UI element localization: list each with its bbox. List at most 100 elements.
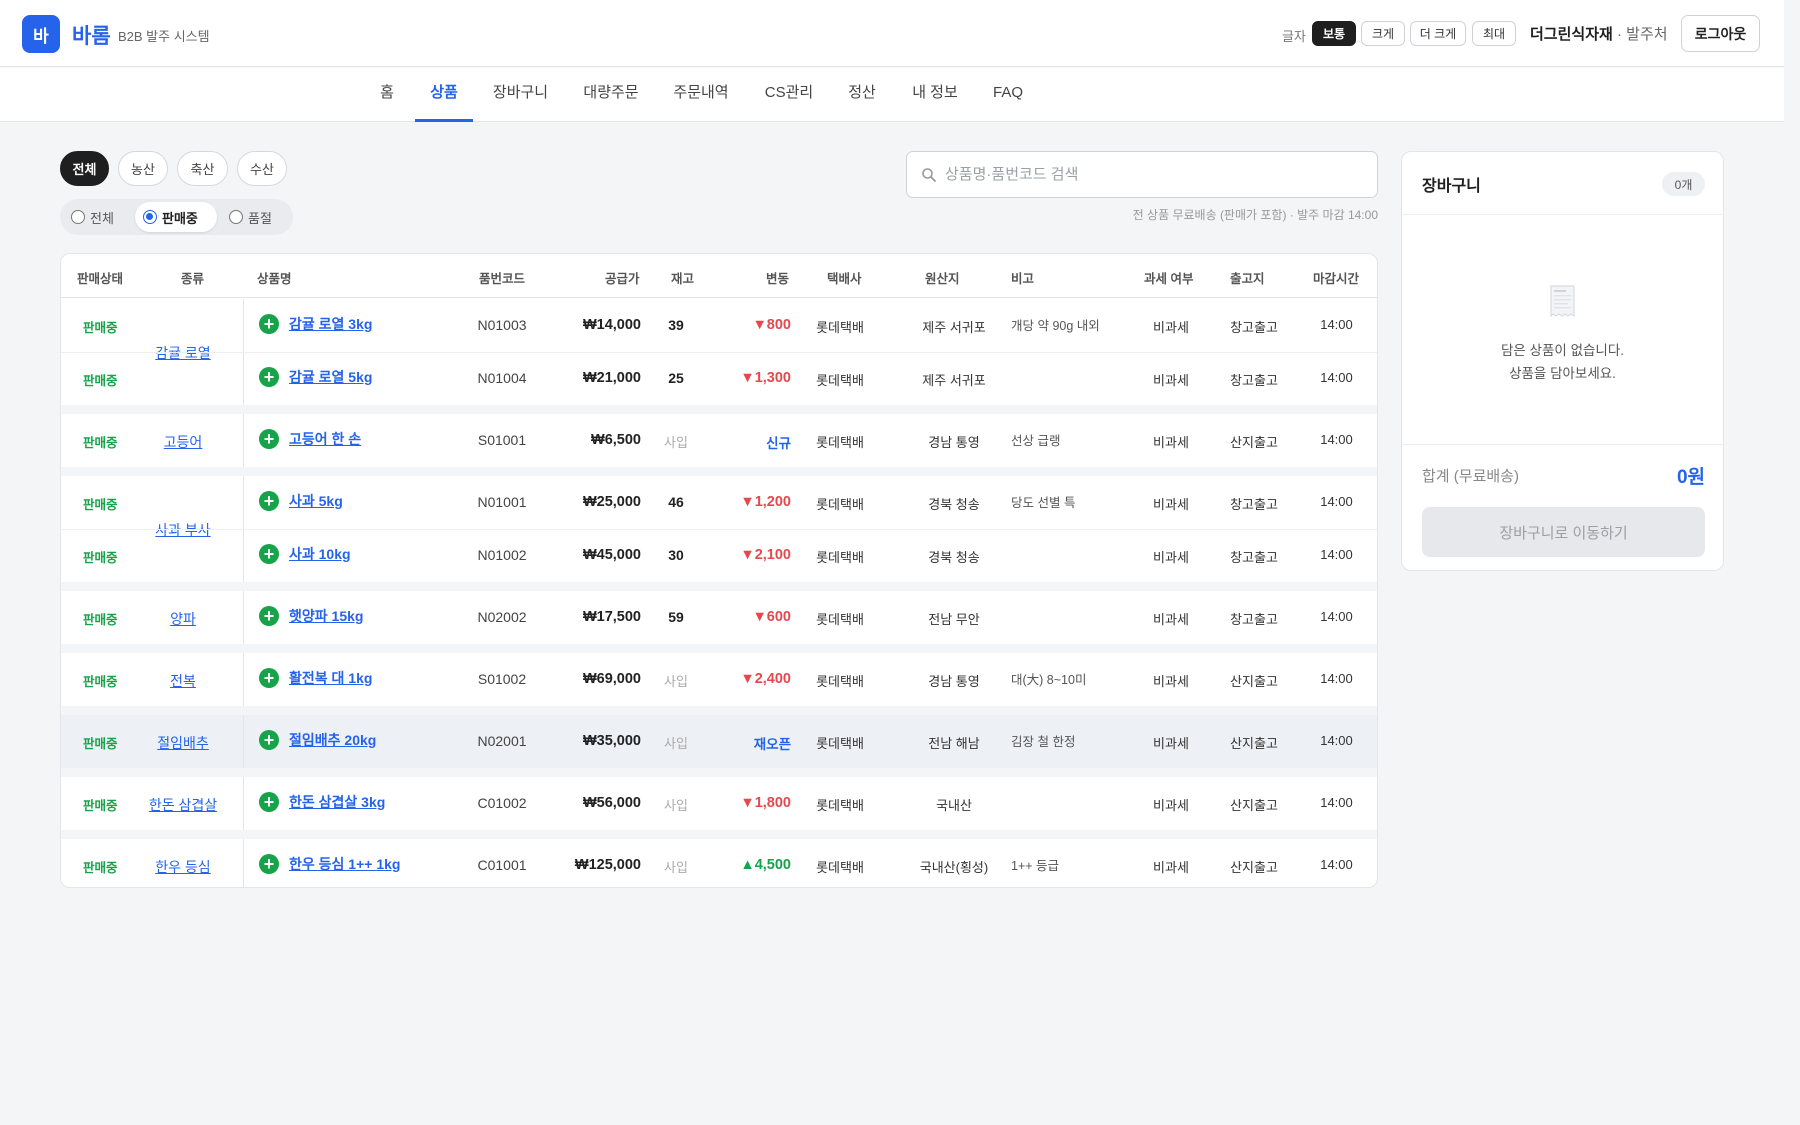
table-row: 판매중 + 감귤 로열 5kg N01004 ₩21,000 25 ▼1,300 롯데택배 제주… [61, 352, 1377, 405]
status-all-radio[interactable]: 전체 [63, 202, 131, 232]
product-name-link[interactable]: 사과 10kg [289, 546, 351, 562]
add-to-cart-icon[interactable]: + [259, 730, 279, 750]
font-size-large-button[interactable]: 크게 [1361, 21, 1405, 46]
status-onsale-radio[interactable]: 판매중 [135, 202, 217, 232]
add-to-cart-icon[interactable]: + [259, 314, 279, 334]
deadline-time: 14:00 [1320, 370, 1353, 385]
nav-order-history[interactable]: 주문내역 [673, 84, 729, 101]
add-to-cart-icon[interactable]: + [259, 668, 279, 688]
stock-value: 25 [668, 370, 684, 386]
status-soldout-radio[interactable]: 품절 [221, 202, 289, 232]
category-all-button[interactable]: 전체 [60, 151, 109, 186]
product-group: 양파 판매중 + 햇양파 15kg N02002 ₩17,500 59 ▼600 롯데택배 전남 … [61, 591, 1377, 644]
logo-icon[interactable]: 바 [22, 15, 60, 53]
category-link[interactable]: 감귤 로열 [155, 345, 211, 361]
ship-from: 창고출고 [1230, 320, 1278, 335]
supply-price: ₩6,500 [591, 432, 641, 448]
product-name-link[interactable]: 한돈 삼겹살 3kg [289, 794, 386, 810]
category-link[interactable]: 절임배추 [157, 734, 209, 751]
cart-total-label: 합계 (무료배송) [1422, 468, 1519, 485]
stock-value: 39 [668, 317, 684, 333]
font-size-larger-button[interactable]: 더 크게 [1410, 21, 1466, 46]
status-badge: 판매중 [83, 551, 118, 565]
row-divider [61, 352, 1377, 353]
nav-bulk-order[interactable]: 대량주문 [583, 84, 639, 101]
table-row: 판매중 + 햇양파 15kg N02002 ₩17,500 59 ▼600 롯데택배 전남 무안… [61, 591, 1377, 644]
logout-button[interactable]: 로그아웃 [1681, 15, 1760, 52]
tax-status: 비과세 [1153, 435, 1189, 450]
shipping-note: 전 상품 무료배송 (판매가 포함) · 발주 마감 14:00 [1132, 208, 1378, 222]
category-link[interactable]: 전복 [170, 672, 196, 689]
cart-empty-message: 담은 상품이 없습니다. [1500, 343, 1625, 358]
remark: 선상 급랭 [1011, 434, 1061, 448]
tax-status: 비과세 [1153, 373, 1189, 388]
add-to-cart-icon[interactable]: + [259, 792, 279, 812]
supply-price: ₩14,000 [582, 317, 641, 333]
product-name-link[interactable]: 사과 5kg [289, 493, 343, 509]
category-agri-button[interactable]: 농산 [118, 151, 168, 186]
font-size-normal-button[interactable]: 보통 [1312, 21, 1356, 46]
group-separator [61, 644, 1377, 653]
search-box [906, 151, 1378, 198]
search-input[interactable] [945, 166, 1365, 183]
status-filter: 전체 판매중 품절 [60, 199, 293, 235]
add-to-cart-icon[interactable]: + [259, 367, 279, 387]
nav-cs[interactable]: CS관리 [764, 84, 814, 101]
category-livestock-button[interactable]: 축산 [177, 151, 228, 186]
group-separator [61, 768, 1377, 777]
product-name-link[interactable]: 고등어 한 손 [289, 431, 362, 447]
price-change: 신규 [766, 436, 791, 451]
category-link[interactable]: 한우 등심 [155, 858, 211, 875]
category-seafood-button[interactable]: 수산 [237, 151, 287, 186]
category-cell: 전복 [61, 653, 244, 706]
group-separator [61, 467, 1377, 476]
stock-value: 59 [668, 609, 684, 625]
category-cell: 고등어 [61, 414, 244, 467]
category-link[interactable]: 양파 [170, 610, 196, 627]
nav-faq[interactable]: FAQ [992, 84, 1023, 101]
price-change: ▼2,400 [740, 671, 791, 687]
nav-cart[interactable]: 장바구니 [492, 84, 549, 101]
category-link[interactable]: 한돈 삼겹살 [148, 796, 218, 813]
add-to-cart-icon[interactable]: + [259, 606, 279, 626]
add-to-cart-icon[interactable]: + [259, 544, 279, 564]
product-name-link[interactable]: 절임배추 20kg [289, 732, 377, 748]
add-to-cart-icon[interactable]: + [259, 491, 279, 511]
product-code: N02001 [477, 733, 527, 749]
courier-name: 롯데택배 [816, 798, 864, 813]
col-note: 비고 [1011, 272, 1035, 286]
category-cell: 양파 [61, 591, 244, 644]
go-to-cart-button[interactable]: 장바구니로 이동하기 [1422, 507, 1705, 557]
price-change: ▼2,100 [740, 547, 791, 563]
category-link[interactable]: 고등어 [163, 433, 203, 450]
stock-value: 사입 [664, 435, 688, 450]
font-size-max-button[interactable]: 최대 [1472, 21, 1516, 46]
status-badge: 판매중 [83, 321, 118, 335]
product-name-link[interactable]: 한우 등심 1++ 1kg [289, 856, 401, 872]
product-name-link[interactable]: 햇양파 15kg [289, 608, 364, 624]
add-to-cart-icon[interactable]: + [259, 854, 279, 874]
product-name-link[interactable]: 감귤 로열 3kg [289, 316, 373, 332]
col-price: 공급가 [605, 272, 640, 286]
brand-name[interactable]: 바롬 [72, 25, 111, 48]
origin: 경북 청송 [928, 550, 980, 565]
page-scrollbar[interactable] [1784, 0, 1800, 1125]
status-badge: 판매중 [83, 675, 118, 689]
main-nav: 홈 상품 장바구니 대량주문 주문내역 CS관리 정산 내 정보 FAQ [0, 68, 1784, 122]
nav-my-info[interactable]: 내 정보 [912, 84, 958, 101]
supply-price: ₩45,000 [582, 547, 641, 563]
tax-status: 비과세 [1153, 550, 1189, 565]
cart-total-value: 0원 [1676, 467, 1705, 488]
category-link[interactable]: 사과 부사 [155, 522, 211, 538]
product-name-link[interactable]: 감귤 로열 5kg [289, 369, 373, 385]
status-all-label: 전체 [90, 210, 114, 226]
product-code: S01001 [477, 432, 527, 448]
nav-settlement[interactable]: 정산 [848, 84, 876, 101]
ship-from: 산지출고 [1230, 860, 1278, 875]
add-to-cart-icon[interactable]: + [259, 429, 279, 449]
product-name-link[interactable]: 활전복 대 1kg [289, 670, 373, 686]
status-badge: 판매중 [83, 374, 118, 388]
nav-products[interactable]: 상품 [415, 68, 473, 122]
nav-home[interactable]: 홈 [380, 84, 394, 101]
tax-status: 비과세 [1153, 320, 1189, 335]
